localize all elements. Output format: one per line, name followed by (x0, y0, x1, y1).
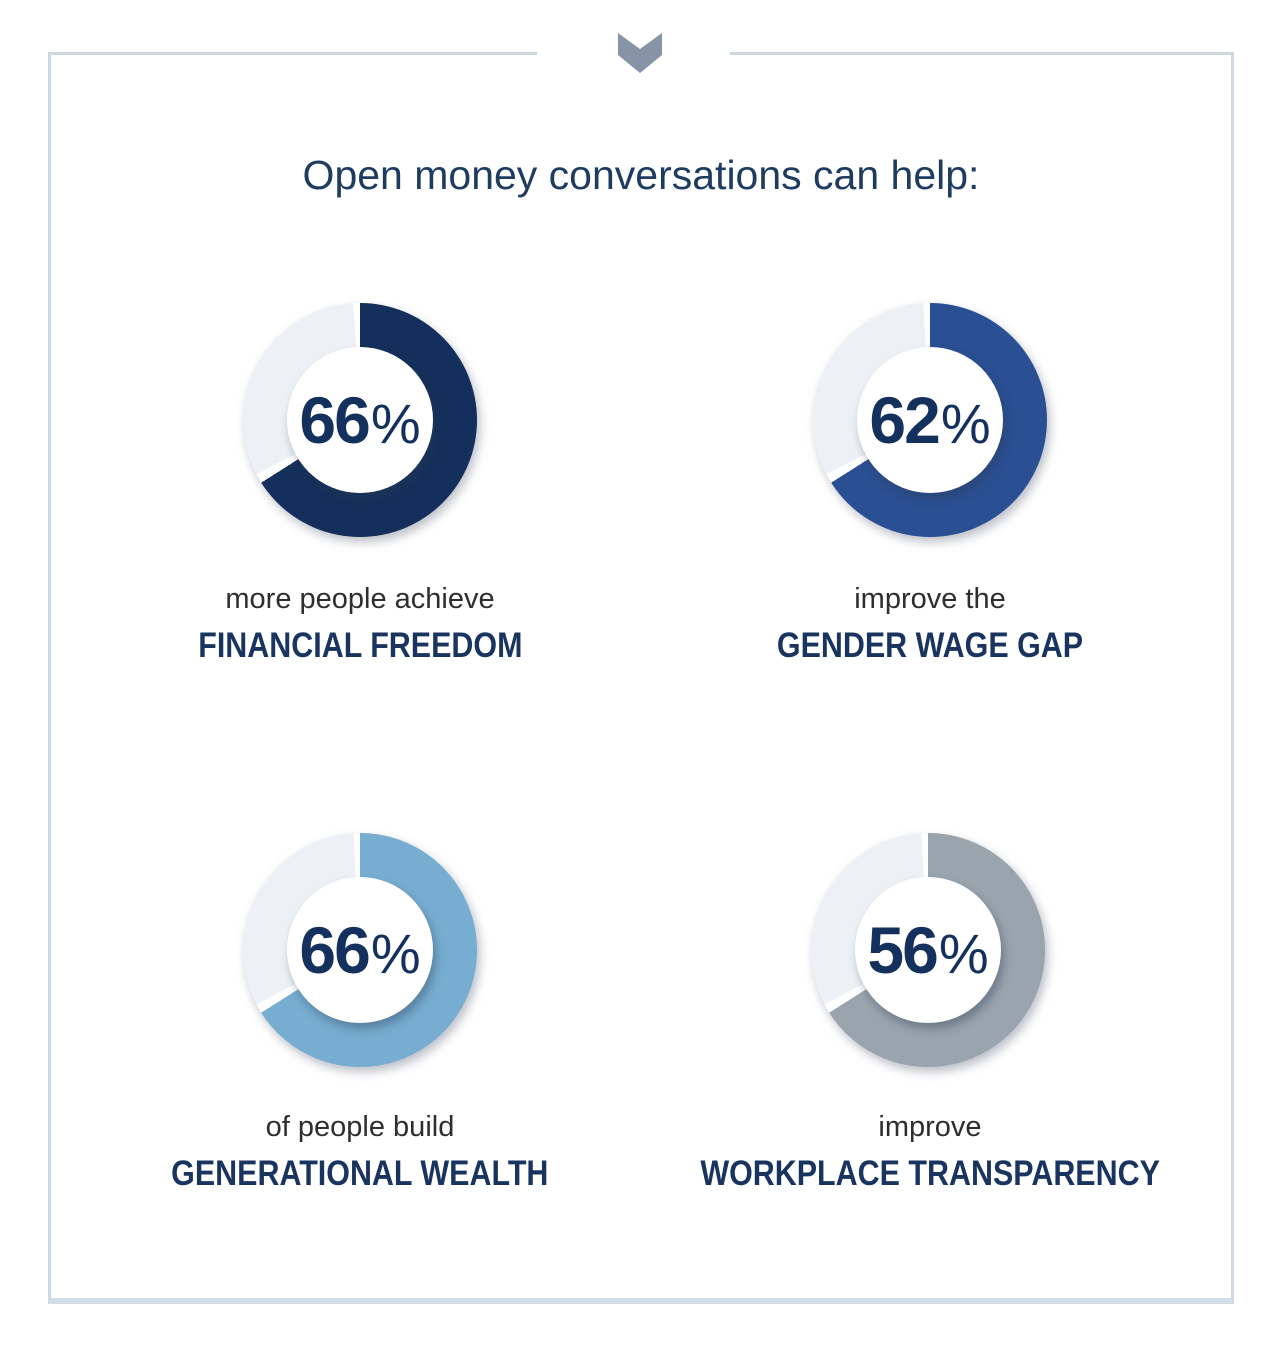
caption-lead-text: more people achieve (225, 583, 495, 615)
donut-hole: 62% (857, 347, 1003, 493)
caption-financial-freedom: more people achieve FINANCIAL FREEDOM (60, 582, 660, 666)
caption-headline: GENERATIONAL WEALTH (60, 1154, 660, 1194)
caption-workplace-transparency: improve WORKPLACE TRANSPARENCY (630, 1110, 1230, 1194)
donut-chart-generational-wealth: 66% (243, 833, 477, 1067)
percent-sign: % (938, 922, 989, 985)
caption-lead-text: improve (878, 1111, 982, 1143)
caption-lead-text: improve the (854, 583, 1006, 615)
page-title: Open money conversations can help: (302, 152, 980, 198)
stat-value: 56 (867, 913, 938, 987)
donut-chart-financial-freedom: 66% (243, 303, 477, 537)
percent-sign: % (370, 922, 421, 985)
donut-hole: 66% (287, 877, 433, 1023)
caption-headline: GENDER WAGE GAP (630, 626, 1230, 666)
caption-headline: WORKPLACE TRANSPARENCY (630, 1154, 1230, 1194)
stat-value: 66 (299, 913, 370, 987)
caption-generational-wealth: of people build GENERATIONAL WEALTH (60, 1110, 660, 1194)
percent-sign: % (370, 392, 421, 455)
stat-value: 62 (869, 383, 940, 457)
caption-headline-text: FINANCIAL FREEDOM (197, 626, 523, 665)
caption-headline: FINANCIAL FREEDOM (60, 626, 660, 666)
caption-headline-text: GENERATIONAL WEALTH (171, 1154, 549, 1193)
caption-lead-text: of people build (265, 1111, 455, 1143)
caption-headline-text: GENDER WAGE GAP (776, 626, 1084, 665)
donut-chart-gender-wage-gap: 62% (813, 303, 1047, 537)
donut-hole: 66% (287, 347, 433, 493)
caption-gender-wage-gap: improve the GENDER WAGE GAP (630, 582, 1230, 666)
donut-hole: 56% (855, 877, 1001, 1023)
stat-value: 66 (299, 383, 370, 457)
donut-chart-workplace-transparency: 56% (811, 833, 1045, 1067)
caption-headline-text: WORKPLACE TRANSPARENCY (700, 1154, 1160, 1193)
percent-sign: % (940, 392, 991, 455)
